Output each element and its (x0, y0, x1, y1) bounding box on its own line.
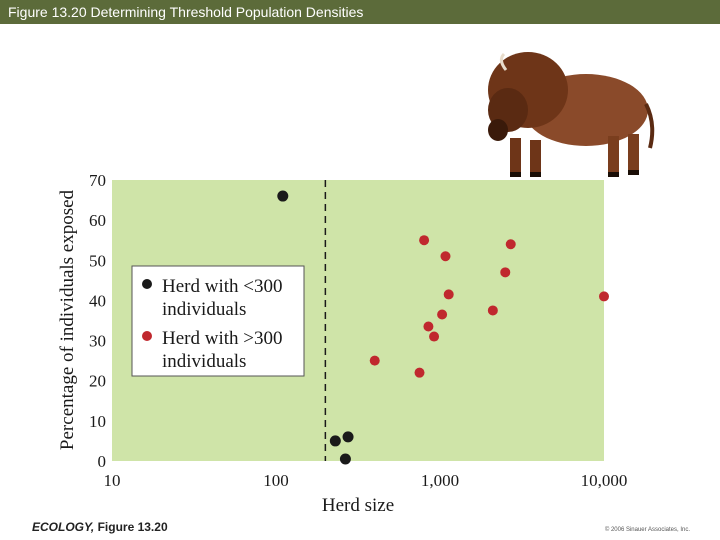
y-axis-label: Percentage of individuals exposed (57, 189, 78, 450)
legend-marker-below-300 (142, 279, 152, 289)
y-tick-label: 10 (89, 412, 106, 431)
x-tick-label: 10,000 (581, 471, 628, 490)
x-tick-label: 10 (104, 471, 121, 490)
data-point-above-300 (423, 321, 434, 332)
data-points (277, 190, 609, 465)
x-tick-label: 100 (263, 471, 289, 490)
book-title: ECOLOGY, (32, 520, 95, 534)
y-tick-label: 60 (89, 211, 106, 230)
data-point-below-300 (329, 435, 341, 447)
figure-credit: ECOLOGY, Figure 13.20 (32, 520, 168, 534)
y-tick-label: 50 (89, 251, 106, 270)
copyright: © 2006 Sinauer Associates, Inc. (604, 527, 690, 533)
y-tick-label: 30 (89, 332, 106, 351)
legend: Herd with <300 individuals Herd with >30… (131, 265, 305, 377)
x-axis: 10 100 1,000 10,000 (104, 471, 628, 490)
data-point-above-300 (419, 235, 430, 246)
slide-title: Figure 13.20 Determining Threshold Popul… (0, 0, 720, 24)
x-axis-label: Herd size (322, 495, 394, 516)
data-point-below-300 (277, 190, 289, 202)
data-point-below-300 (342, 431, 354, 443)
legend-marker-above-300 (142, 331, 152, 341)
figure-number: Figure 13.20 (94, 520, 168, 534)
legend-label-above-300-line1: Herd with >300 (162, 328, 282, 349)
data-point-above-300 (500, 267, 511, 278)
y-tick-label: 40 (89, 291, 106, 310)
y-tick-label: 70 (89, 171, 106, 190)
data-point-above-300 (440, 251, 451, 262)
y-tick-label: 20 (89, 372, 106, 391)
x-tick-label: 1,000 (421, 471, 459, 490)
y-tick-label: 0 (98, 452, 107, 471)
data-point-above-300 (505, 239, 516, 250)
data-point-below-300 (339, 453, 351, 465)
data-point-above-300 (443, 289, 454, 300)
legend-label-below-300-line1: Herd with <300 (162, 276, 282, 297)
data-point-above-300 (414, 367, 425, 378)
data-point-above-300 (599, 291, 609, 302)
data-point-above-300 (487, 305, 498, 316)
bison-icon (488, 52, 655, 177)
legend-label-above-300-line2: individuals (162, 351, 246, 372)
legend-label-below-300-line2: individuals (162, 299, 246, 320)
data-point-above-300 (437, 309, 448, 320)
data-point-above-300 (369, 355, 380, 366)
y-axis: 0 10 20 30 40 50 60 70 (89, 171, 106, 471)
data-point-above-300 (429, 331, 440, 342)
